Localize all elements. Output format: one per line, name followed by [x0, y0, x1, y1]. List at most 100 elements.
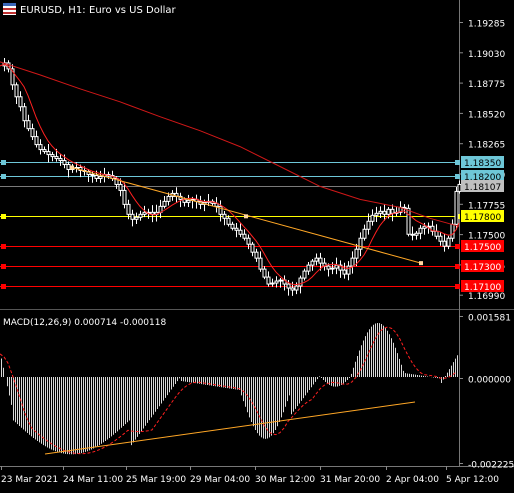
level-line-handle[interactable] — [455, 264, 460, 269]
trend-line-handle[interactable] — [419, 261, 423, 266]
candle-body — [242, 233, 247, 239]
candle-body — [286, 283, 291, 289]
candle-body — [418, 227, 423, 234]
trend-line-handle[interactable] — [70, 165, 74, 170]
candle-body — [126, 203, 131, 215]
candle-body — [14, 84, 19, 98]
candle-body — [338, 264, 343, 271]
candle-body — [406, 207, 411, 235]
candle-body — [450, 223, 455, 239]
candle-body — [262, 268, 267, 278]
time-tick-label: 24 Mar 11:00 — [63, 475, 123, 485]
price-tick-label: 1.17755 — [468, 201, 505, 211]
candle-body — [278, 279, 283, 282]
candle-body — [298, 277, 303, 287]
candle-body — [142, 211, 147, 215]
candle-body — [218, 205, 223, 215]
candle-body — [354, 248, 359, 259]
candle-body — [238, 229, 243, 235]
price-tag-red — [461, 240, 504, 252]
macd-tick-label: -0.002225 — [468, 461, 514, 471]
price-tick-label: 1.18265 — [468, 141, 505, 151]
macd-label: MACD(12,26,9) 0.000714 -0.000118 — [3, 318, 166, 328]
chart-header: EURUSD, H1: Euro vs US Dollar — [3, 3, 177, 16]
symbol-label: EURUSD, H1: — [20, 5, 86, 16]
candle-body — [166, 195, 171, 202]
candle-body — [430, 225, 435, 232]
candle-body — [114, 177, 119, 185]
macd-trend-line[interactable] — [44, 401, 416, 455]
candle-body — [414, 232, 419, 236]
price-tag-label: 1.17100 — [464, 283, 501, 293]
candle-body — [10, 68, 15, 86]
level-line-handle[interactable] — [1, 264, 6, 269]
candle-body — [50, 154, 55, 158]
candle-body — [342, 269, 347, 275]
candle-body — [378, 210, 383, 214]
candle-body — [254, 251, 259, 259]
candle-body — [250, 243, 255, 253]
candle-body — [402, 206, 407, 209]
level-line-handle[interactable] — [1, 174, 6, 179]
candle-body — [457, 183, 462, 192]
candle-body — [290, 287, 295, 291]
price-tag-yellow — [461, 210, 504, 222]
trend-line-handle[interactable] — [244, 214, 248, 219]
time-tick-label: 31 Mar 20:00 — [320, 475, 380, 485]
price-tag-label: 1.18200 — [464, 173, 501, 183]
price-tag-current — [461, 180, 504, 192]
candle-body — [186, 199, 191, 203]
candle-body — [150, 211, 155, 215]
price-tick-label: 1.19285 — [468, 20, 505, 30]
candle-body — [374, 212, 379, 216]
price-tag-label: 1.17500 — [464, 243, 501, 253]
candle-body — [294, 285, 299, 291]
candle-body — [390, 208, 395, 214]
candle-body — [18, 96, 23, 108]
time-tick-label: 25 Mar 19:00 — [126, 475, 186, 485]
level-line-handle[interactable] — [1, 214, 6, 219]
price-tag-label: 1.18107 — [464, 183, 501, 193]
flag-icon — [3, 3, 16, 15]
candle-body — [454, 190, 459, 225]
price-tick-label: 1.19030 — [468, 50, 505, 60]
candle-body — [230, 223, 235, 229]
symbol-description: Euro vs US Dollar — [89, 5, 177, 16]
price-tag-label: 1.17300 — [464, 263, 501, 273]
level-line-handle[interactable] — [455, 284, 460, 289]
time-tick-label: 23 Mar 2021 — [1, 475, 58, 485]
candle-body — [258, 257, 263, 270]
time-tick-label: 29 Mar 04:00 — [190, 475, 250, 485]
candle-body — [438, 235, 443, 242]
candle-body — [434, 230, 439, 237]
price-tick-label: 1.18520 — [468, 110, 505, 120]
candle-body — [62, 160, 67, 166]
time-tick-label: 2 Apr 04:00 — [386, 475, 439, 485]
candle-body — [42, 149, 47, 153]
moving-average-fast — [0, 63, 460, 286]
time-tick-label: 30 Mar 12:00 — [255, 475, 315, 485]
candle-body — [118, 183, 123, 191]
level-line-handle[interactable] — [455, 174, 460, 179]
candle-body — [310, 260, 315, 266]
candle-body — [134, 216, 139, 220]
level-line-handle[interactable] — [1, 284, 6, 289]
price-tag-label: 1.18350 — [464, 159, 501, 169]
candle-body — [122, 189, 127, 205]
level-line-handle[interactable] — [1, 244, 6, 249]
candle-body — [350, 257, 355, 267]
candle-body — [26, 120, 31, 130]
level-line-handle[interactable] — [455, 244, 460, 249]
level-line-handle[interactable] — [455, 160, 460, 165]
candle-body — [358, 237, 363, 250]
level-line-handle[interactable] — [1, 160, 6, 165]
macd-tick-label: 0.001581 — [468, 314, 511, 324]
price-tag-cyan — [461, 156, 504, 168]
candle-body — [46, 151, 51, 156]
candle-body — [22, 106, 27, 122]
candle-body — [306, 264, 311, 272]
candle-body — [234, 227, 239, 231]
candle-body — [366, 220, 371, 230]
